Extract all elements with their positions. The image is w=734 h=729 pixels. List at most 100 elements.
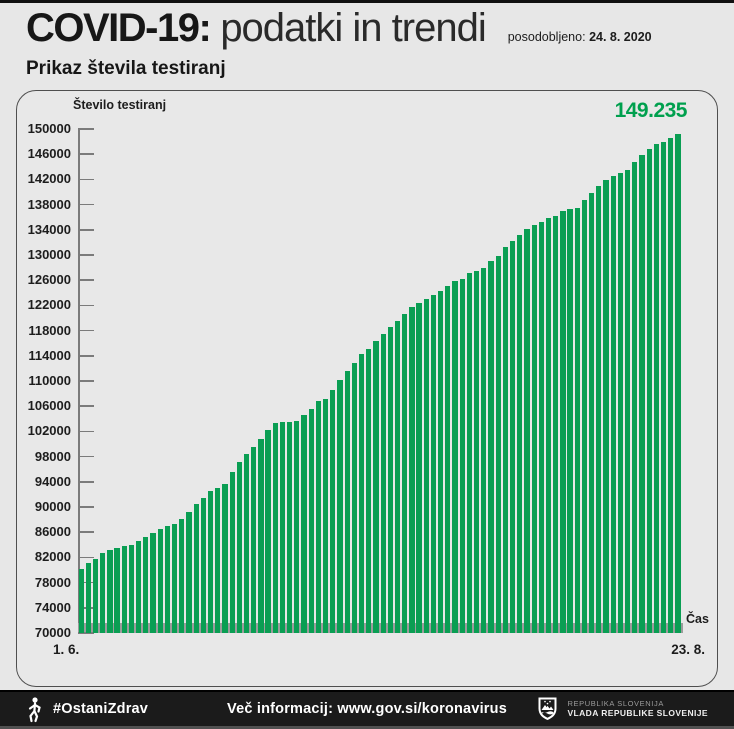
bar: [438, 290, 444, 633]
bar: [107, 550, 113, 633]
government-text: REPUBLIKA SLOVENIJA VLADA REPUBLIKE SLOV…: [567, 699, 708, 719]
bar: [488, 260, 494, 633]
bar: [179, 518, 185, 633]
y-tick-label: 82000: [34, 549, 71, 565]
y-tick-mark: [78, 481, 94, 483]
bar: [207, 490, 214, 633]
gov-line1: REPUBLIKA SLOVENIJA: [567, 699, 664, 708]
bar: [524, 229, 530, 633]
y-tick-label: 90000: [34, 499, 71, 514]
y-tick-mark: [78, 531, 94, 533]
y-tick-label: 114000: [28, 347, 71, 363]
bar: [157, 529, 163, 633]
y-tick-label: 86000: [34, 524, 71, 540]
bar: [380, 334, 386, 633]
page-title-bold: COVID-19:: [26, 6, 212, 50]
bar: [646, 148, 652, 633]
bar: [236, 461, 242, 633]
bar: [143, 536, 149, 633]
bar: [481, 267, 487, 633]
bar: [351, 362, 358, 633]
y-tick-label: 74000: [34, 599, 71, 615]
chart-panel: Število testiranj 149.235 150000 146000 14…: [16, 90, 718, 687]
y-tick-label: 110000: [28, 373, 71, 388]
y-tick-label: 118000: [28, 322, 71, 338]
bar: [229, 471, 235, 633]
y-tick-mark: [78, 178, 94, 181]
bar: [301, 415, 307, 633]
y-axis-title: Število testiranj: [73, 98, 167, 112]
footer-government-block: REPUBLIKA SLOVENIJA VLADA REPUBLIKE SLOV…: [537, 696, 708, 722]
page-title-light: podatki in trendi: [220, 6, 486, 50]
y-tick-mark: [78, 556, 94, 559]
bar: [193, 504, 199, 633]
bar: [538, 221, 544, 633]
bar: [114, 548, 120, 633]
y-tick-label: 106000: [27, 398, 71, 414]
y-tick-label: 138000: [27, 196, 71, 212]
y-tick-label: 70000: [34, 625, 71, 640]
hashtag-label: #OstaniZdrav: [53, 701, 149, 717]
bar: [459, 278, 465, 633]
bar: [394, 320, 401, 633]
footer-left: #OstaniZdrav: [26, 696, 148, 723]
updated-date: 24. 8. 2020: [589, 30, 652, 44]
person-icon: [28, 696, 41, 722]
y-tick-label: 142000: [27, 171, 71, 187]
bar: [430, 295, 437, 633]
bar: [624, 169, 631, 633]
bar: [402, 313, 408, 633]
bar: [222, 484, 228, 633]
bar: [279, 422, 286, 633]
bar: [653, 144, 660, 633]
chart-subtitle: Prikaz števila testiranj: [26, 58, 226, 79]
bar: [337, 380, 343, 633]
bar: [287, 421, 293, 633]
bar: [136, 541, 142, 633]
y-tick-mark: [78, 632, 94, 634]
y-tick-mark: [78, 128, 94, 130]
y-tick-mark: [78, 455, 94, 458]
bar: [531, 224, 537, 633]
bar: [574, 207, 580, 633]
bar: [243, 453, 250, 633]
y-tick-label: 78000: [34, 574, 71, 590]
bar: [150, 533, 156, 633]
y-tick-label: 94000: [34, 473, 71, 489]
bar: [186, 511, 192, 633]
y-tick-mark: [78, 279, 94, 281]
bar: [215, 487, 221, 633]
bar: [121, 545, 127, 633]
bar: [668, 137, 674, 633]
bar: [294, 421, 300, 633]
y-tick-label: 98000: [34, 448, 71, 464]
bar: [660, 142, 667, 633]
bar: [545, 218, 552, 633]
bar: [473, 271, 480, 633]
bar: [251, 447, 257, 633]
y-tick-mark: [78, 430, 94, 433]
header: COVID-19: podatki in trendi posodobljeno…: [26, 6, 716, 80]
y-tick-label: 130000: [27, 247, 71, 262]
y-tick-label: 102000: [27, 423, 71, 439]
bar: [632, 162, 638, 633]
bar: [92, 558, 99, 633]
updated-label: posodobljeno:: [507, 30, 586, 44]
y-tick-label: 122000: [27, 297, 71, 313]
bar: [308, 408, 314, 633]
y-tick-mark: [78, 506, 94, 508]
bar: [423, 299, 429, 633]
y-tick-mark: [78, 405, 94, 407]
x-tick-start: 1. 6.: [53, 642, 80, 657]
bar: [675, 133, 681, 633]
max-value-label: 149.235: [614, 99, 688, 122]
bar: [409, 307, 415, 633]
bar: [358, 354, 365, 633]
y-tick-mark: [78, 229, 94, 231]
bar: [445, 285, 451, 633]
y-tick-mark: [78, 153, 94, 155]
bar: [272, 422, 278, 633]
bar: [610, 175, 616, 633]
x-tick-end: 23. 8.: [671, 642, 705, 657]
y-tick-label: 134000: [27, 221, 71, 237]
